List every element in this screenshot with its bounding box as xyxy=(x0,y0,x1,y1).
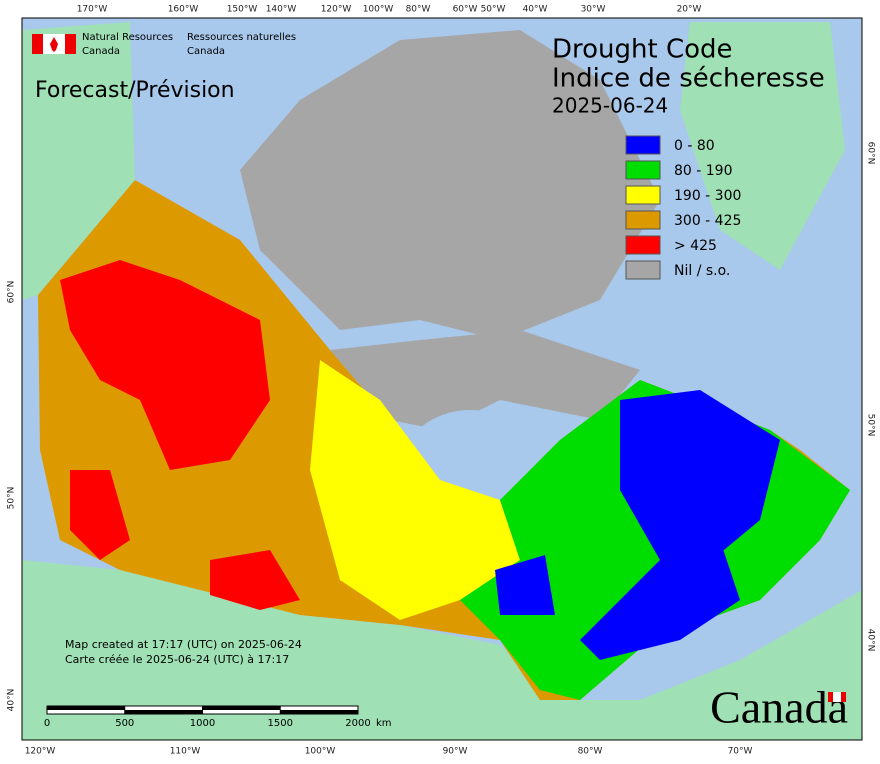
agency-en: Natural Resources xyxy=(82,32,173,43)
longitude-label: 140°W xyxy=(266,5,297,15)
scale-bar: 0 500 1000 1500 2000 km xyxy=(44,705,392,729)
subtitle: Forecast/Prévision xyxy=(35,78,235,103)
latitude-label: 50°N xyxy=(7,487,17,510)
usa xyxy=(22,560,862,740)
longitude-label: 80°W xyxy=(406,5,431,15)
longitude-label: 110°W xyxy=(170,747,201,757)
latitude-label: 60°N xyxy=(866,142,876,165)
legend-swatch xyxy=(625,160,661,180)
north-nil xyxy=(330,330,640,430)
flag-band xyxy=(841,692,846,702)
legend-swatch xyxy=(625,260,661,280)
legend-swatch xyxy=(625,135,661,155)
scale-label: 0 xyxy=(44,718,50,729)
drought-blue-quebec xyxy=(620,390,780,570)
legend-swatch xyxy=(625,185,661,205)
longitude-label: 40°W xyxy=(523,5,548,15)
longitude-label: 120°W xyxy=(25,747,56,757)
longitude-label: 150°W xyxy=(227,5,258,15)
scale-segment xyxy=(280,710,358,714)
drought-red-west xyxy=(70,470,130,560)
country-fr: Canada xyxy=(187,46,225,57)
wordmark: Canada xyxy=(710,682,848,733)
legend-swatch xyxy=(625,235,661,255)
scale-unit: km xyxy=(376,718,392,729)
flag-bg xyxy=(828,692,846,702)
flag-band xyxy=(828,692,833,702)
longitude-label: 90°W xyxy=(443,747,468,757)
flag-band xyxy=(65,34,76,54)
longitude-label: 100°W xyxy=(305,747,336,757)
longitude-label: 120°W xyxy=(321,5,352,15)
longitude-label: 70°W xyxy=(728,747,753,757)
longitude-label: 60°W xyxy=(453,5,478,15)
map-frame xyxy=(21,17,863,741)
drought-blue-east xyxy=(580,540,740,660)
drought-red-north xyxy=(60,260,270,470)
legend-label: 0 - 80 xyxy=(674,138,715,154)
logo xyxy=(32,34,76,54)
legend-label: > 425 xyxy=(674,238,717,254)
longitude-label: 80°W xyxy=(578,747,603,757)
longitude-label: 170°W xyxy=(77,5,108,15)
latitude-label: 40°N xyxy=(866,629,876,652)
scale-label: 2000 xyxy=(345,718,370,729)
arctic-islands xyxy=(240,30,660,340)
flag-band xyxy=(32,34,43,54)
note: Map created at 17:17 (UTC) on 2025-06-24 xyxy=(65,638,302,651)
legend-label: 190 - 300 xyxy=(674,188,741,204)
scale-segment xyxy=(202,706,281,710)
scale-label: 1000 xyxy=(190,718,215,729)
scale-label: 1500 xyxy=(268,718,293,729)
latitude-label: 50°N xyxy=(866,414,876,437)
date: 2025-06-24 xyxy=(552,94,668,118)
longitude-label: 30°W xyxy=(581,5,606,15)
legend-label: 80 - 190 xyxy=(674,163,733,179)
scale-segment xyxy=(124,710,203,714)
country-en: Canada xyxy=(82,46,120,57)
drought-red-south xyxy=(210,550,300,610)
title-fr: Indice de sécheresse xyxy=(552,64,825,94)
greenland xyxy=(680,22,845,270)
title-en: Drought Code xyxy=(552,35,733,65)
legend-label: Nil / s.o. xyxy=(674,263,730,279)
legend-label: 300 - 425 xyxy=(674,213,741,229)
longitude-label: 160°W xyxy=(168,5,199,15)
longitude-label: 50°W xyxy=(481,5,506,15)
scale-label: 500 xyxy=(115,718,134,729)
alaska xyxy=(22,22,135,300)
drought-yellow xyxy=(310,360,520,620)
scale-segment xyxy=(47,706,125,710)
map-area xyxy=(21,17,863,741)
wordmark-flag xyxy=(828,692,846,702)
note: Carte créée le 2025-06-24 (UTC) à 17:17 xyxy=(65,653,289,666)
legend-swatch xyxy=(625,210,661,230)
longitude-label: 100°W xyxy=(363,5,394,15)
latitude-label: 40°N xyxy=(7,689,17,712)
agency-fr: Ressources naturelles xyxy=(187,32,296,43)
latitude-label: 60°N xyxy=(7,281,17,304)
longitude-label: 20°W xyxy=(677,5,702,15)
flag-leaf xyxy=(50,37,58,52)
drought-blue-ontario xyxy=(495,555,555,615)
